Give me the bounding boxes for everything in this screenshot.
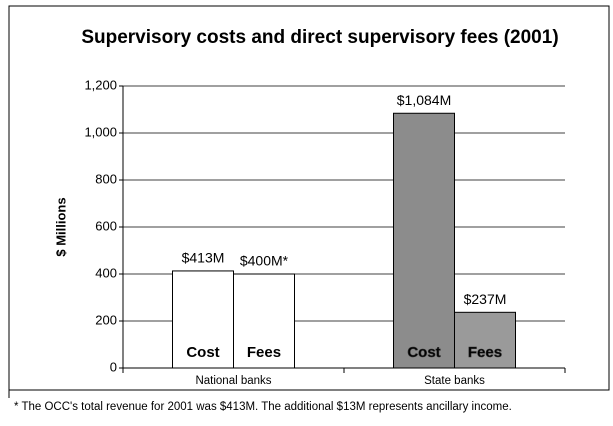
value-label: $1,084M [397,92,451,108]
y-tick-label: 1,200 [84,77,117,92]
bar-series-label: Fees [247,344,281,361]
bar-series-label: Cost [186,344,219,361]
y-tick-label: 0 [110,359,117,374]
footnote: * The OCC's total revenue for 2001 was $… [14,401,512,413]
x-tick-label: National banks [195,375,271,387]
value-label: $413M [182,250,225,266]
bar-series-label: Cost [407,344,440,361]
value-label: $237M [464,291,507,307]
bar [172,270,234,369]
y-tick-label: 1,000 [84,124,117,139]
y-tick-label: 600 [95,218,117,233]
bar [393,112,455,369]
bar-series-label: Fees [468,344,502,361]
y-tick-label: 800 [95,171,117,186]
chart-title: Supervisory costs and direct supervisory… [81,27,558,48]
y-tick-label: 200 [95,312,117,327]
y-axis-label: $ Millions [53,197,68,256]
frame [8,5,610,391]
x-tick-label: State banks [424,375,485,387]
value-label: $400M* [240,253,289,269]
y-tick-label: 400 [95,265,117,280]
bar [454,311,516,369]
bar [233,273,295,369]
